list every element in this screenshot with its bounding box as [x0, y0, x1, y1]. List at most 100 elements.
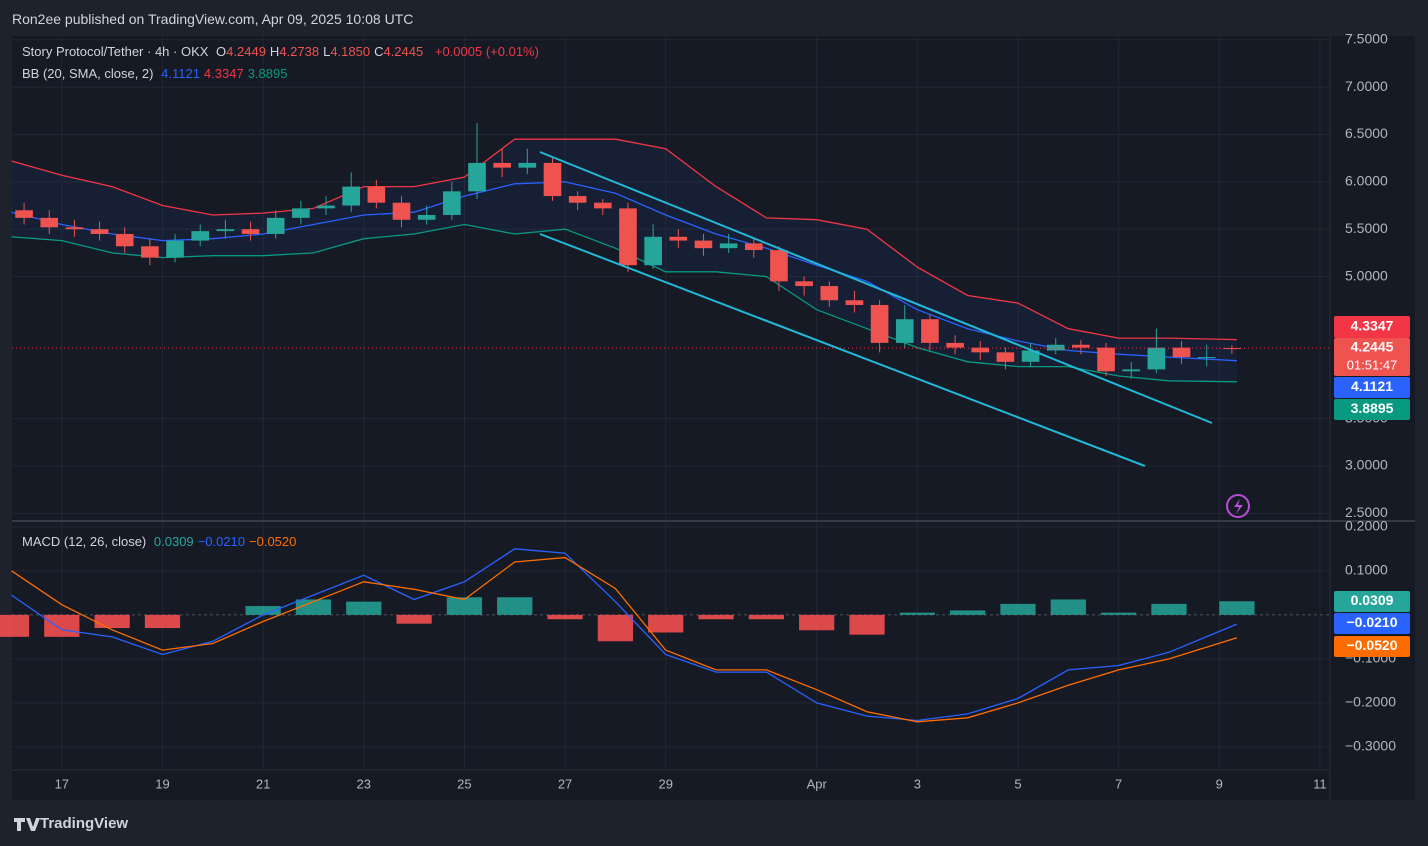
candle-body: [870, 304, 889, 343]
histogram-bar: [0, 614, 30, 637]
candle-body: [770, 250, 788, 282]
ohlc-key: C: [374, 44, 384, 59]
candle-body: [392, 202, 411, 220]
candle-body: [1197, 357, 1216, 359]
candle-body: [518, 162, 537, 168]
price-badge: [1334, 338, 1410, 376]
ohlc-value: 4.1850: [330, 44, 371, 59]
bb-value: 4.3347: [203, 66, 244, 81]
price-badge: [1334, 316, 1410, 338]
candle-body: [1072, 344, 1090, 348]
histogram-bar: [94, 614, 130, 629]
candle-body: [594, 202, 612, 209]
price-badge-label: 4.1121: [1351, 378, 1393, 394]
histogram-bar: [446, 597, 483, 615]
candle-body: [946, 342, 964, 348]
x-tick-label: 27: [558, 776, 572, 791]
bb-line: [11, 181, 1237, 362]
bb-value: 4.1121: [161, 66, 200, 81]
ohlc-value: 4.2449: [226, 44, 266, 59]
candle-body: [317, 205, 335, 209]
bb-value: 3.8895: [247, 66, 288, 81]
alert-icon-bolt: [1234, 499, 1243, 514]
marks: [0, 123, 1330, 723]
y-tick-label: 5.5000: [1345, 220, 1388, 236]
candle-body: [90, 229, 109, 234]
candle-body: [40, 217, 59, 228]
histogram-bar: [144, 614, 181, 629]
candle-body: [468, 162, 486, 192]
bb-line: [11, 138, 1237, 341]
candle-body: [241, 229, 260, 234]
y-tick-label: 0.2000: [1345, 518, 1388, 534]
candle-body: [996, 352, 1015, 362]
candle-body: [292, 208, 310, 218]
footer: TradingView: [40, 815, 129, 832]
histogram-bar: [547, 614, 583, 620]
candle-body: [1122, 369, 1141, 372]
price-badge-label: 0.0309: [1351, 592, 1394, 608]
macd-value: 0.0309: [153, 534, 194, 549]
candle-body: [568, 196, 587, 203]
candle-body: [971, 347, 990, 353]
price-badge-label: 4.2445: [1351, 339, 1394, 355]
x-tick-label: 17: [55, 776, 69, 791]
y-tick-label: 3.0000: [1345, 457, 1388, 473]
candle-body: [795, 281, 813, 287]
price-badge: [1334, 613, 1410, 634]
macd-line: [11, 556, 1238, 723]
histogram-bar: [346, 601, 382, 615]
x-tick-label: 5: [1014, 776, 1021, 791]
y-tick-label: 7.5000: [1345, 30, 1388, 46]
candle-body: [141, 246, 159, 258]
candle-body: [65, 227, 84, 230]
alert-icon[interactable]: [1226, 494, 1250, 518]
x-tick-label: 21: [256, 776, 270, 791]
x-tick-label: 29: [658, 776, 672, 791]
badges: 4.3347 4.2445 01:51:47 4.1121 3.8895 0.0309 −0…: [1334, 316, 1410, 657]
candle-body: [443, 191, 461, 216]
x-tick-label: 7: [1115, 776, 1122, 791]
y-tick-label: 2.5000: [1345, 504, 1388, 520]
histogram-bar: [1219, 601, 1255, 615]
price-badge-countdown: 01:51:47: [1347, 357, 1398, 372]
bb-legend: BB (20, SMA, close, 2) 4.1121 4.3347 3.889…: [22, 66, 295, 81]
histogram-bar: [1000, 603, 1036, 615]
candle-body: [644, 236, 662, 266]
price-badge-label: −0.0210: [1347, 614, 1398, 630]
ohlc-value: 4.2738: [279, 44, 320, 59]
candle-body: [1046, 344, 1065, 351]
tradingview-logo: [14, 818, 40, 831]
candle-body: [166, 240, 184, 258]
bb-title: BB (20, SMA, close, 2): [22, 66, 154, 81]
price-badge: [1334, 377, 1410, 398]
change: +0.0005 (+0.01%): [434, 44, 539, 59]
candle-body: [543, 162, 562, 197]
candle-body: [417, 215, 436, 220]
symbol-title: Story Protocol/Tether · 4h · OKX: [22, 44, 209, 59]
histogram-bar: [497, 597, 533, 615]
ohlc-key: O: [216, 44, 227, 59]
x-tick-label: 19: [155, 776, 169, 791]
candle-body: [342, 186, 360, 206]
candle-body: [619, 208, 637, 266]
price-legend: Story Protocol/Tether · 4h · OKX O4.2449…: [22, 44, 543, 59]
histogram-bar: [44, 614, 80, 637]
candle-body: [367, 186, 386, 203]
candle-body: [1223, 348, 1241, 350]
grid: [12, 36, 1330, 768]
x-tick-label: 3: [914, 776, 921, 791]
candle-body: [1147, 347, 1166, 370]
y-tick-label: 6.5000: [1345, 125, 1388, 141]
candle-body: [895, 319, 914, 343]
candle-body: [15, 210, 33, 218]
macd-title: MACD (12, 26, close): [22, 534, 147, 549]
macd-line: [11, 548, 1238, 722]
histogram-bar: [1101, 612, 1137, 615]
y-tick-label: 6.0000: [1345, 173, 1388, 189]
histogram-bar: [849, 614, 885, 635]
histogram-bar: [295, 599, 332, 615]
histogram-bar: [899, 612, 935, 615]
histogram-bar: [1050, 599, 1086, 615]
